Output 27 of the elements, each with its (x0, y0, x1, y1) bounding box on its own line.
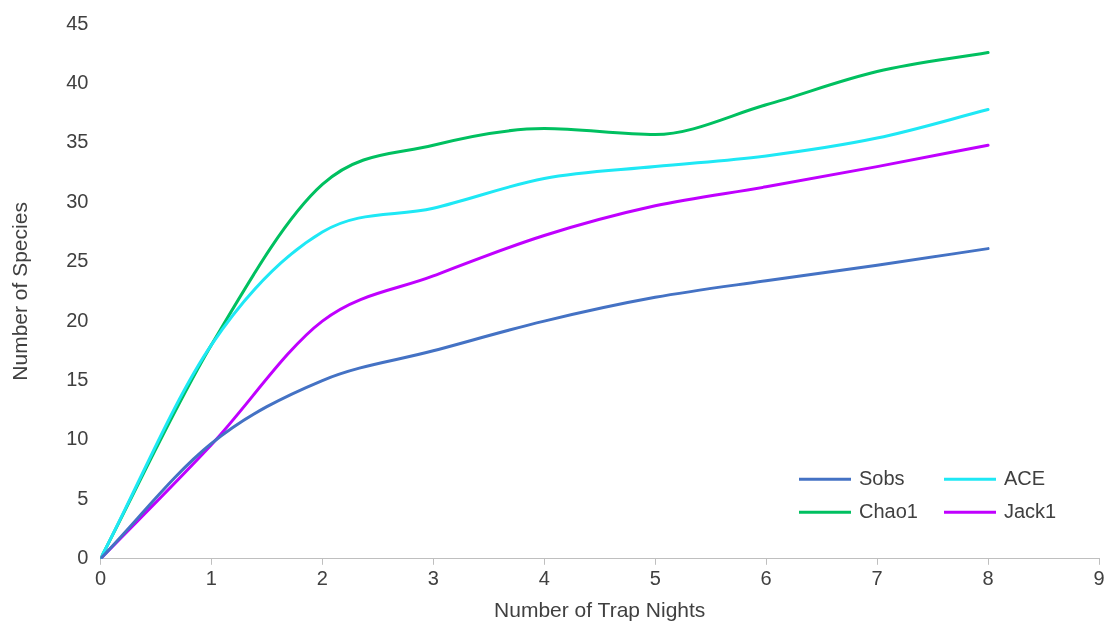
y-tick-label: 40 (66, 70, 89, 93)
y-tick-label: 10 (66, 427, 89, 450)
legend-label: Sobs (859, 466, 905, 489)
x-tick-label: 0 (94, 567, 107, 590)
x-axis-title: Number of Trap Nights (494, 598, 706, 622)
y-tick-label: 45 (66, 11, 89, 34)
x-tick-label: 6 (760, 567, 772, 590)
y-tick-label: 35 (66, 130, 89, 153)
x-tick-label: 5 (649, 567, 661, 590)
legend-label: Chao1 (859, 499, 918, 522)
legend-label: ACE (1004, 466, 1046, 489)
y-tick-label: 25 (66, 249, 89, 272)
y-tick-label: 15 (66, 368, 89, 391)
x-tick-label: 2 (316, 567, 328, 590)
y-tick-label: 0 (77, 546, 89, 569)
x-tick-label: 4 (538, 567, 550, 590)
y-tick-label: 5 (77, 486, 89, 509)
x-tick-label: 3 (427, 567, 439, 590)
y-tick-label: 30 (66, 189, 89, 212)
y-tick-label: 20 (66, 308, 89, 331)
y-axis-title: Number of Species (8, 202, 32, 381)
x-tick-label: 1 (205, 567, 217, 590)
line-series (100, 247, 990, 559)
x-tick-label: 9 (1093, 567, 1105, 590)
x-tick-label: 8 (982, 567, 994, 590)
x-tick-label: 7 (871, 567, 883, 590)
legend-label: Jack1 (1004, 499, 1057, 522)
